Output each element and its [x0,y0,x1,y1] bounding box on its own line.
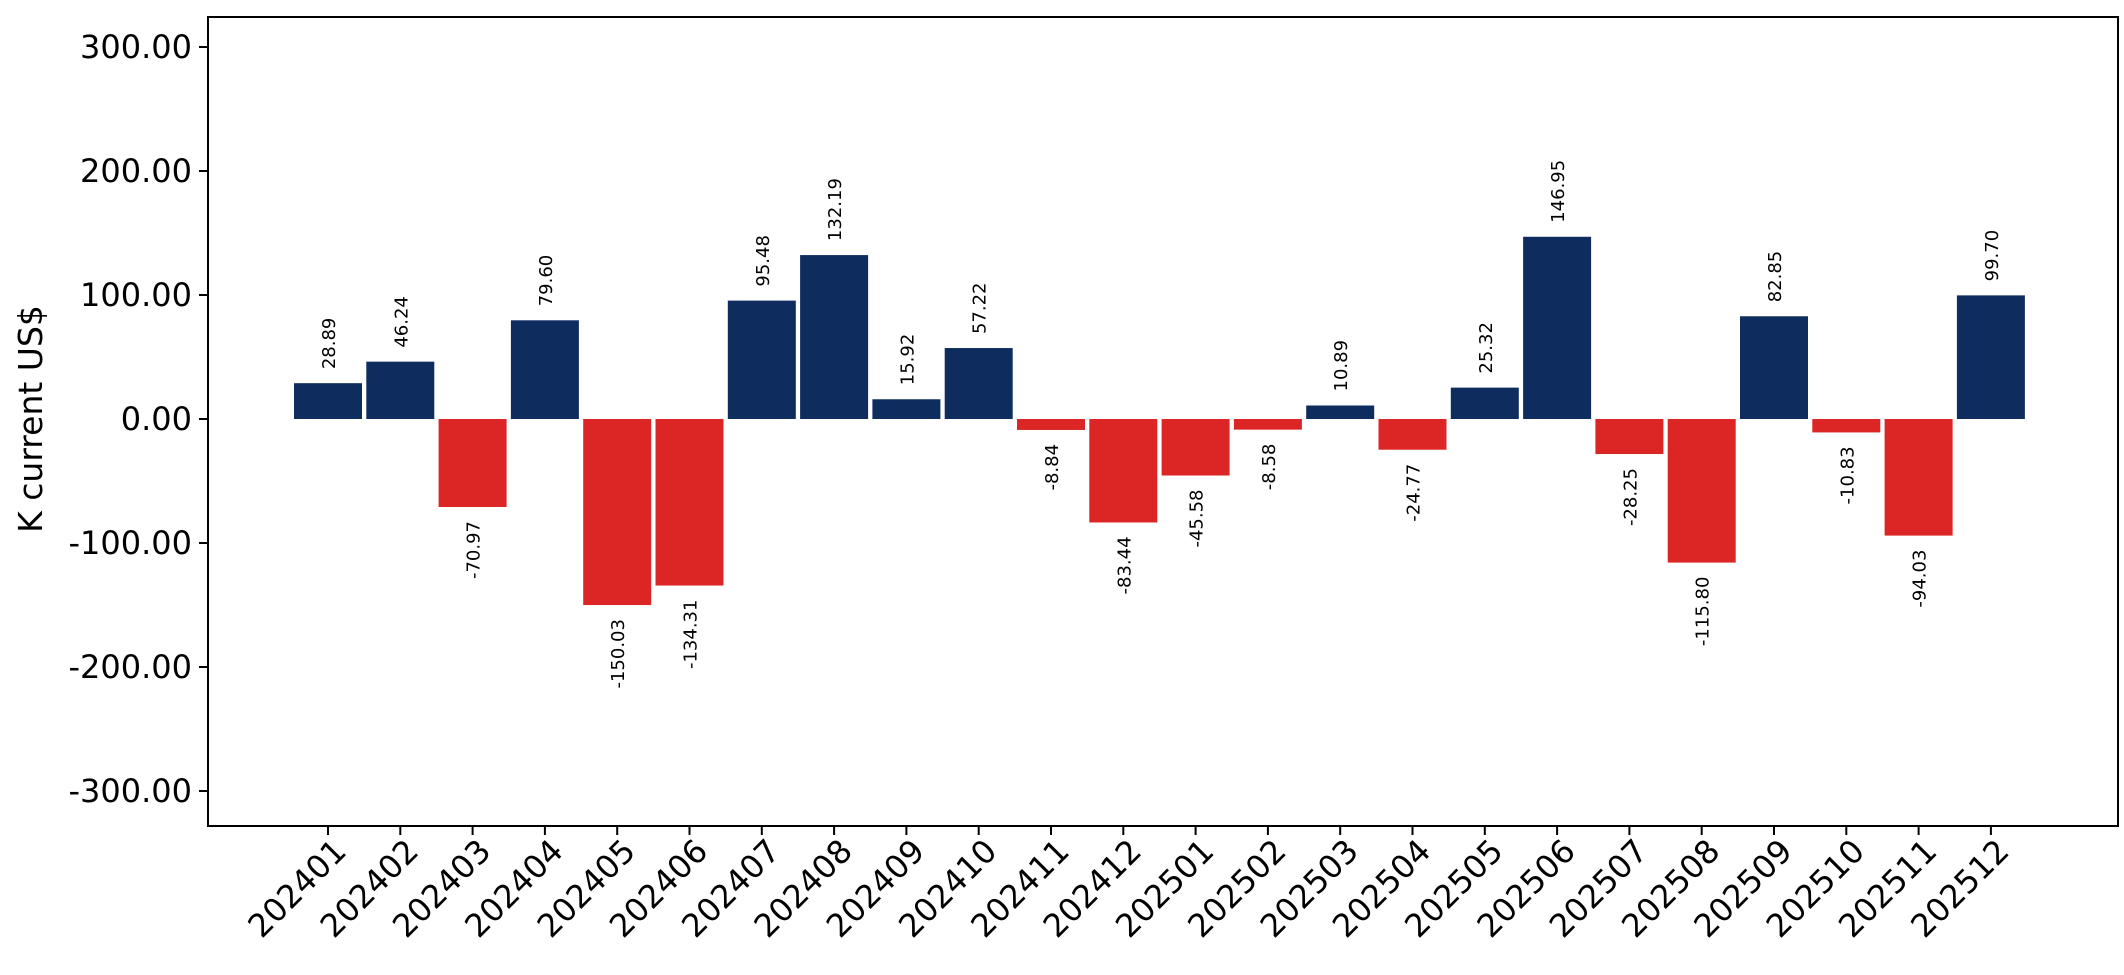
bar-202402 [366,361,435,419]
y-tick-label: 0.00 [121,400,192,438]
bar-202501 [1161,419,1230,476]
bar-202406 [655,419,724,586]
data-label-202504: -24.77 [1404,464,1425,522]
bar-202504 [1378,419,1447,450]
plot-area: 28.89 46.24 -70.97 79.60 -150.03 -134.31 95.48… [68,16,2119,945]
bar-202511 [1884,419,1953,536]
bar-202507 [1595,419,1664,455]
bar-202408 [800,255,869,419]
data-label-202407: 95.48 [753,235,774,287]
y-tick-label: 200.00 [80,152,192,190]
bar-202407 [727,300,796,419]
bar-202410 [944,348,1013,419]
data-label-202403: -70.97 [464,521,485,579]
bar-202404 [510,320,579,419]
bar-202405 [583,419,652,606]
data-label-202410: 57.22 [970,283,991,335]
data-label-202401: 28.89 [319,318,340,370]
data-label-202405: -150.03 [608,619,629,688]
data-label-202502: -8.58 [1259,444,1280,491]
y-tick-label: -300.00 [68,772,192,810]
data-label-202507: -28.25 [1620,468,1641,526]
data-label-202512: 99.70 [1982,230,2003,282]
bar-202403 [438,419,507,508]
bar-202505 [1450,387,1519,419]
data-label-202511: -94.03 [1910,550,1931,608]
bar-202503 [1306,405,1375,419]
bar-202502 [1233,419,1302,430]
data-label-202404: 79.60 [536,255,557,307]
y-tick-label: 100.00 [80,276,192,314]
data-label-202503: 10.89 [1331,340,1352,392]
data-label-202509: 82.85 [1765,251,1786,303]
data-label-202510: -10.83 [1837,446,1858,504]
bar-202412 [1089,419,1158,523]
y-axis-label: K current US$ [11,305,50,533]
data-label-202406: -134.31 [681,600,702,669]
data-label-202501: -45.58 [1187,490,1208,548]
bar-202508 [1667,419,1736,563]
y-tick-label: 300.00 [80,28,192,66]
bar-202409 [872,399,941,419]
bar-202510 [1812,419,1881,433]
data-label-202506: 146.95 [1548,160,1569,223]
data-label-202508: -115.80 [1693,577,1714,646]
bar-202509 [1740,316,1808,419]
data-label-202505: 25.32 [1476,322,1497,374]
data-label-202411: -8.84 [1042,444,1063,491]
bar-202411 [1017,419,1085,430]
data-label-202408: 132.19 [825,178,846,241]
data-label-202412: -83.44 [1114,536,1135,594]
bar-202512 [1956,295,2025,419]
data-label-202409: 15.92 [897,334,918,386]
plot-frame [207,16,2119,827]
y-tick-label: -200.00 [68,648,192,686]
data-label-202402: 46.24 [391,296,412,348]
bar-202506 [1523,236,1592,419]
y-tick-label: -100.00 [68,524,192,562]
bar-202401 [294,383,362,419]
